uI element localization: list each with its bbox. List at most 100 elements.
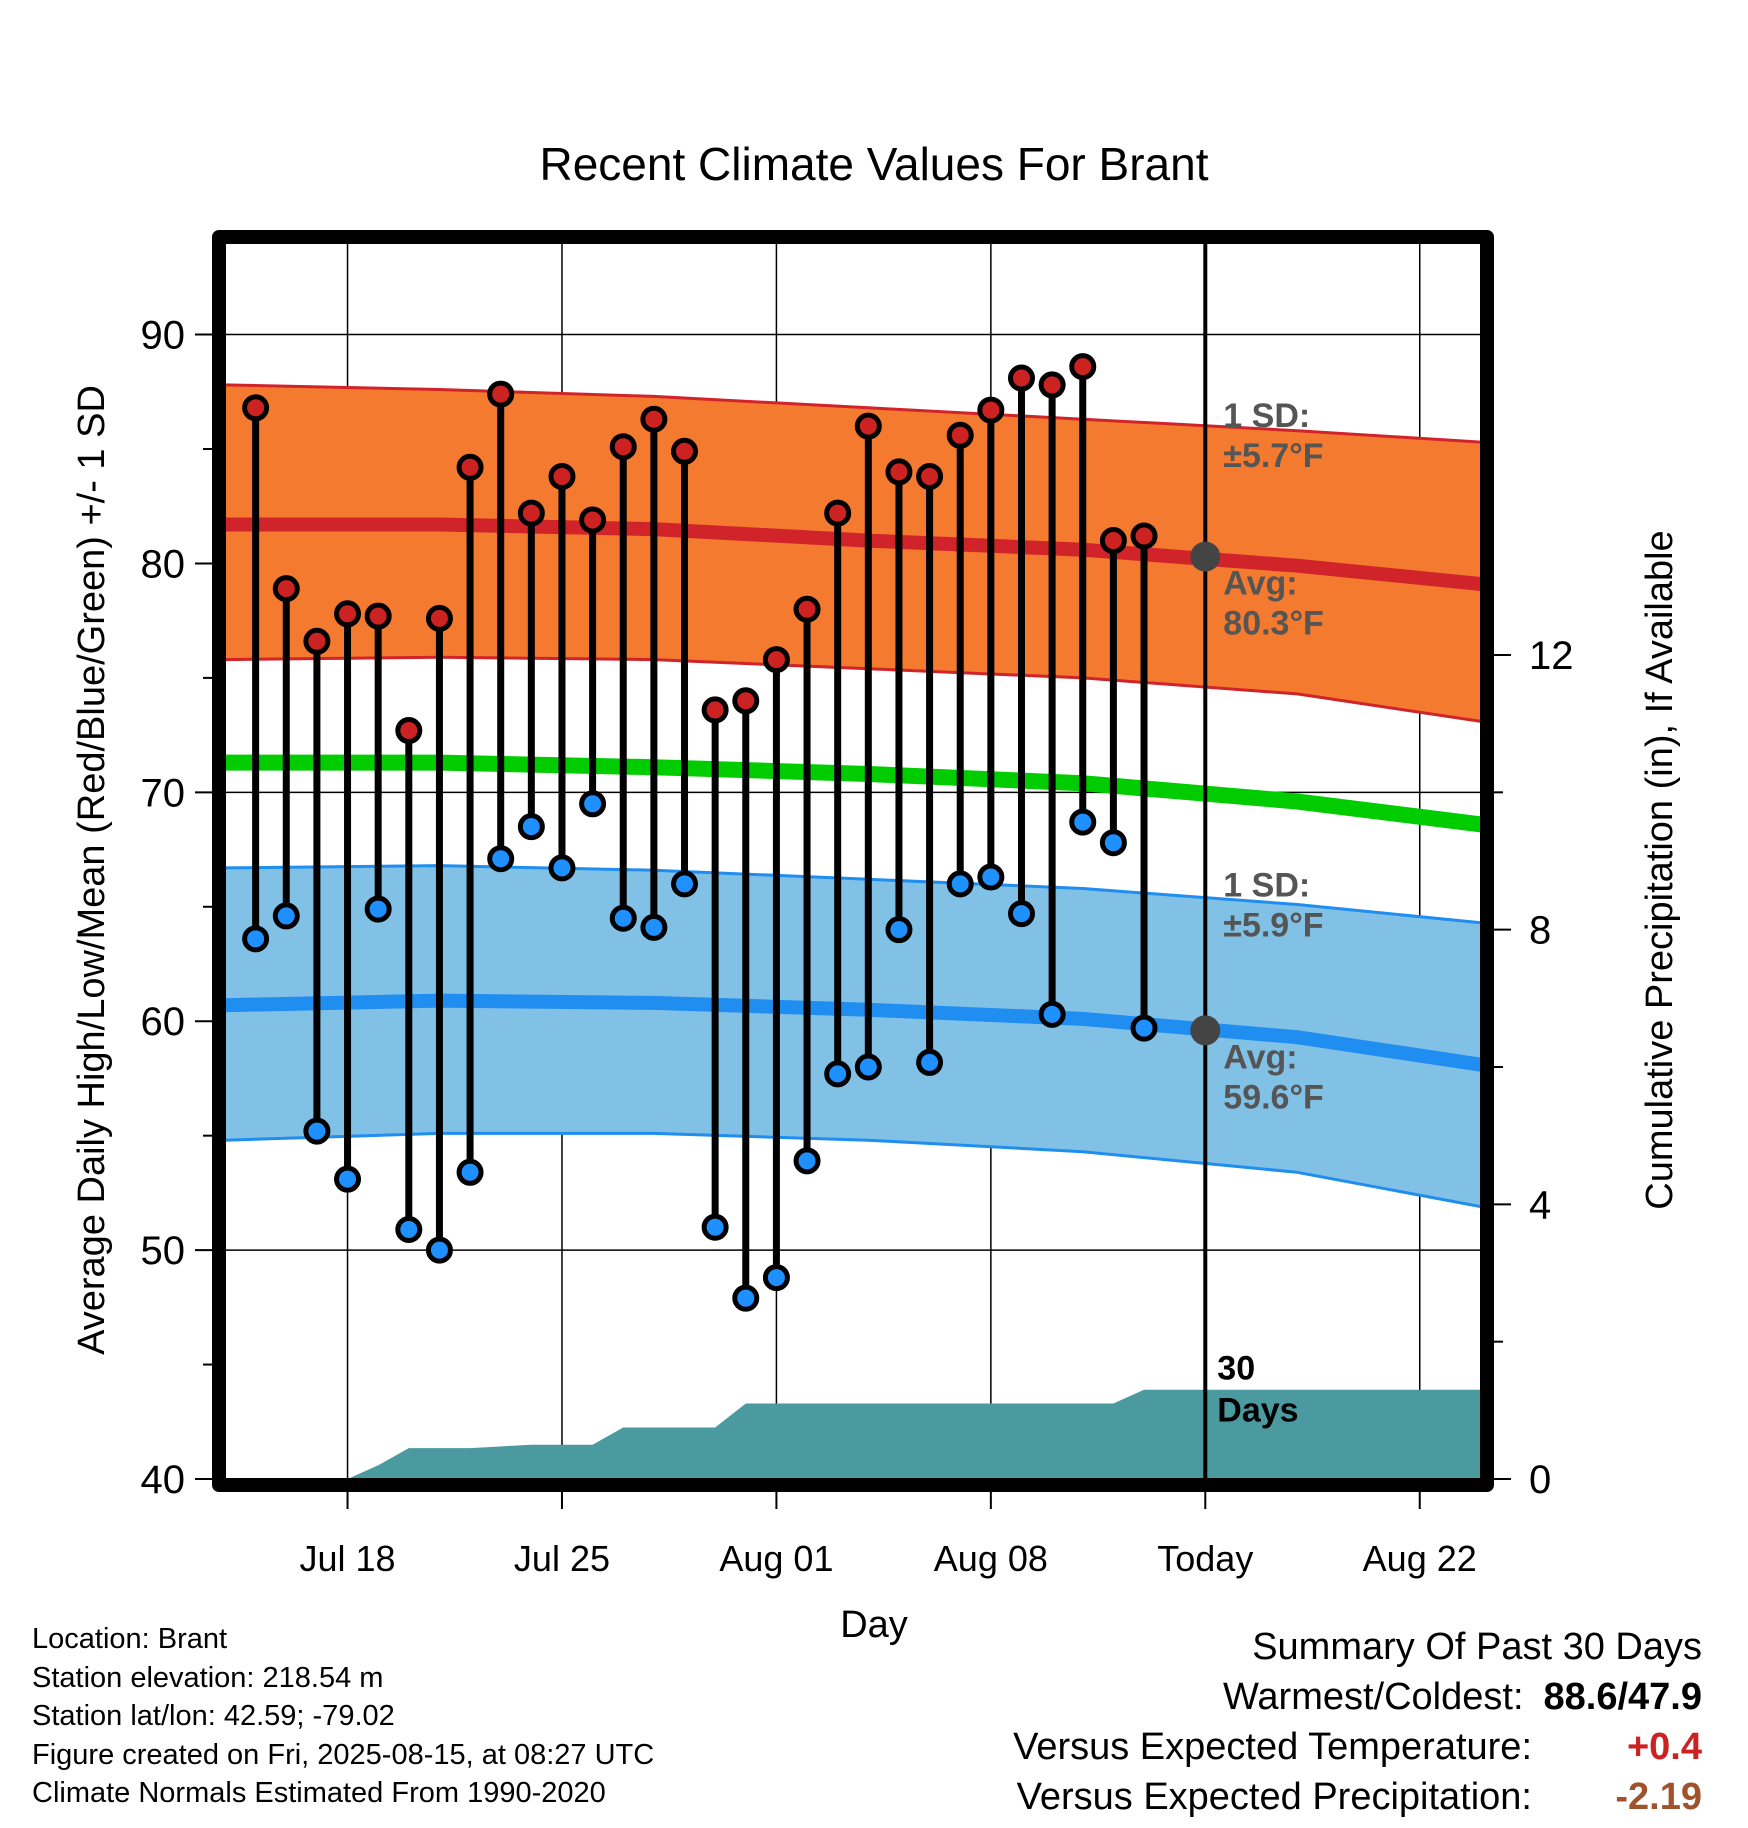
daily-low-point bbox=[1069, 808, 1097, 836]
summary-panel: Summary Of Past 30 Days Warmest/Coldest:… bbox=[1013, 1622, 1702, 1822]
normals-text: Climate Normals Estimated From 1990-2020 bbox=[32, 1777, 606, 1809]
daily-low-point bbox=[732, 1284, 760, 1312]
daily-low-point bbox=[579, 790, 607, 818]
daily-high-point bbox=[425, 604, 453, 632]
high-normal-band bbox=[225, 384, 1481, 722]
daily-high-point bbox=[1069, 353, 1097, 381]
warmest-coldest-label: Warmest/Coldest: bbox=[1222, 1676, 1524, 1718]
latlon-text: Station lat/lon: 42.59; -79.02 bbox=[32, 1700, 395, 1732]
today-low-normal-marker bbox=[1190, 1015, 1221, 1046]
daily-high-point bbox=[977, 396, 1005, 424]
daily-low-point bbox=[334, 1165, 362, 1193]
high-normal-upper-edge bbox=[225, 383, 1481, 444]
y2-axis-label: Cumulative Precipitation (in), If Availa… bbox=[1639, 530, 1681, 1209]
low-sd-value: ±5.9°F bbox=[1223, 906, 1323, 944]
daily-low-point bbox=[1007, 900, 1035, 928]
y-tick-label: 60 bbox=[141, 1000, 186, 1044]
daily-high-point bbox=[334, 600, 362, 628]
low-sd-label: 1 SD: bbox=[1223, 866, 1310, 904]
x-tick-label: Aug 08 bbox=[934, 1538, 1048, 1579]
precip-vs-expected-label: Versus Expected Precipitation: bbox=[1016, 1776, 1532, 1818]
daily-high-point bbox=[946, 421, 974, 449]
temp-vs-expected-value: +0.4 bbox=[1626, 1726, 1702, 1768]
daily-high-point bbox=[487, 380, 515, 408]
daily-low-point bbox=[1038, 1000, 1066, 1028]
daily-high-point bbox=[609, 433, 637, 461]
high-avg-value: 80.3°F bbox=[1223, 605, 1324, 643]
daily-low-point bbox=[1099, 829, 1127, 857]
low-avg-value: 59.6°F bbox=[1223, 1078, 1324, 1116]
daily-high-point bbox=[303, 627, 331, 655]
x-tick-label: Aug 01 bbox=[719, 1538, 833, 1579]
daily-low-point bbox=[517, 813, 545, 841]
daily-low-point bbox=[762, 1264, 790, 1292]
low-avg-label: Avg: bbox=[1223, 1038, 1297, 1076]
temp-vs-expected-label: Versus Expected Temperature: bbox=[1013, 1726, 1532, 1768]
daily-high-point bbox=[762, 646, 790, 674]
daily-low-point bbox=[946, 870, 974, 898]
daily-low-point bbox=[854, 1053, 882, 1081]
plot-frame bbox=[212, 230, 1494, 1492]
x-tick-label: Today bbox=[1157, 1538, 1253, 1579]
low-normal-band bbox=[225, 865, 1481, 1207]
high-sd-value: ±5.7°F bbox=[1223, 437, 1323, 475]
daily-low-point bbox=[1130, 1014, 1158, 1042]
daily-low-point bbox=[272, 902, 300, 930]
daily-high-point bbox=[272, 575, 300, 603]
daily-low-point bbox=[548, 854, 576, 882]
high-avg-label: Avg: bbox=[1223, 565, 1297, 603]
daily-high-point bbox=[456, 453, 484, 481]
daily-high-point bbox=[1099, 527, 1127, 555]
daily-high-point bbox=[1007, 364, 1035, 392]
daily-high-point bbox=[701, 696, 729, 724]
x-tick-label: Aug 22 bbox=[1363, 1538, 1477, 1579]
daily-high-point bbox=[1038, 371, 1066, 399]
daily-low-point bbox=[242, 925, 270, 953]
temp-vs-expected-row: Versus Expected Temperature: +0.4 bbox=[1013, 1722, 1702, 1772]
daily-low-point bbox=[456, 1158, 484, 1186]
mean-normal-line bbox=[225, 754, 1481, 833]
daily-low-point bbox=[671, 870, 699, 898]
y-axis-label: Average Daily High/Low/Mean (Red/Blue/Gr… bbox=[71, 385, 113, 1355]
y-tick-label: 50 bbox=[141, 1229, 186, 1273]
daily-high-point bbox=[579, 506, 607, 534]
daily-high-point bbox=[916, 462, 944, 490]
y-tick-label: 90 bbox=[141, 314, 186, 358]
daily-high-point bbox=[854, 412, 882, 440]
x-axis-label: Day bbox=[840, 1604, 908, 1646]
daily-high-point bbox=[671, 437, 699, 465]
precip-days-word: Days bbox=[1217, 1392, 1298, 1430]
daily-low-point bbox=[640, 913, 668, 941]
x-tick-label: Jul 25 bbox=[514, 1538, 610, 1579]
daily-high-point bbox=[395, 717, 423, 745]
precipitation-area bbox=[347, 1389, 1481, 1479]
x-tick-label: Jul 18 bbox=[299, 1538, 395, 1579]
daily-high-point bbox=[517, 499, 545, 527]
daily-high-point bbox=[1130, 522, 1158, 550]
daily-low-point bbox=[793, 1147, 821, 1175]
y-tick-label: 40 bbox=[141, 1458, 186, 1502]
location-text: Location: Brant bbox=[32, 1623, 228, 1655]
daily-high-point bbox=[364, 602, 392, 630]
daily-high-point bbox=[242, 394, 270, 422]
station-info: Location: Brant Station elevation: 218.5… bbox=[32, 1620, 654, 1813]
daily-high-point bbox=[640, 405, 668, 433]
precip-days-number: 30 bbox=[1217, 1350, 1255, 1388]
daily-low-point bbox=[487, 845, 515, 873]
warmest-coldest-value: 88.6/47.9 bbox=[1543, 1676, 1702, 1718]
daily-low-point bbox=[824, 1060, 852, 1088]
daily-high-point bbox=[548, 462, 576, 490]
daily-high-point bbox=[885, 458, 913, 486]
y2-tick-label: 8 bbox=[1529, 909, 1551, 953]
chart-title: Recent Climate Values For Brant bbox=[540, 138, 1209, 190]
elevation-text: Station elevation: 218.54 m bbox=[32, 1661, 384, 1694]
daily-high-point bbox=[824, 499, 852, 527]
daily-low-point bbox=[885, 916, 913, 944]
high-sd-label: 1 SD: bbox=[1223, 397, 1310, 435]
daily-low-point bbox=[395, 1216, 423, 1244]
daily-low-point bbox=[977, 863, 1005, 891]
y2-tick-label: 4 bbox=[1529, 1183, 1551, 1227]
